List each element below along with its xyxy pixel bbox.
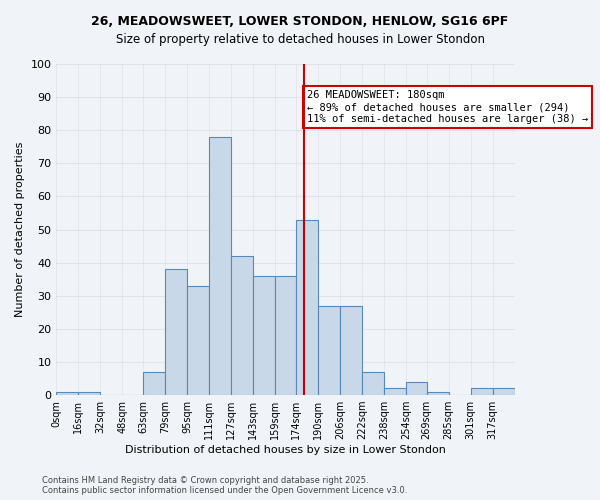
- Bar: [209, 137, 231, 395]
- Bar: [493, 388, 515, 395]
- Text: Size of property relative to detached houses in Lower Stondon: Size of property relative to detached ho…: [115, 32, 485, 46]
- Bar: [384, 388, 406, 395]
- Bar: [318, 306, 340, 395]
- Bar: [470, 388, 493, 395]
- Bar: [406, 382, 427, 395]
- Bar: [79, 392, 100, 395]
- Bar: [296, 220, 318, 395]
- Text: 26, MEADOWSWEET, LOWER STONDON, HENLOW, SG16 6PF: 26, MEADOWSWEET, LOWER STONDON, HENLOW, …: [91, 15, 509, 28]
- Bar: [231, 256, 253, 395]
- Bar: [340, 306, 362, 395]
- Bar: [515, 392, 536, 395]
- Bar: [253, 276, 275, 395]
- Bar: [362, 372, 384, 395]
- Bar: [165, 270, 187, 395]
- Bar: [56, 392, 79, 395]
- Bar: [275, 276, 296, 395]
- X-axis label: Distribution of detached houses by size in Lower Stondon: Distribution of detached houses by size …: [125, 445, 446, 455]
- Bar: [187, 286, 209, 395]
- Y-axis label: Number of detached properties: Number of detached properties: [15, 142, 25, 317]
- Bar: [143, 372, 165, 395]
- Bar: [427, 392, 449, 395]
- Text: Contains HM Land Registry data © Crown copyright and database right 2025.
Contai: Contains HM Land Registry data © Crown c…: [42, 476, 407, 495]
- Text: 26 MEADOWSWEET: 180sqm
← 89% of detached houses are smaller (294)
11% of semi-de: 26 MEADOWSWEET: 180sqm ← 89% of detached…: [307, 90, 588, 124]
